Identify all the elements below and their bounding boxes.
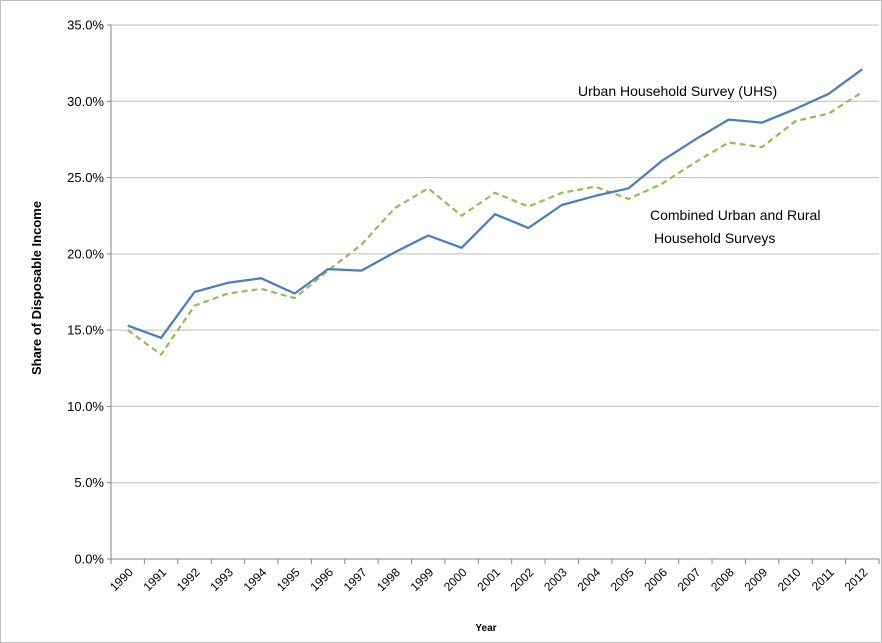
axes: [107, 24, 880, 564]
y-tick-label: 20.0%: [67, 246, 104, 261]
y-tick-label: 35.0%: [67, 18, 104, 33]
annotation-combined-surveys-line-2: Household Surveys: [654, 230, 775, 246]
y-tick-label: 25.0%: [67, 170, 104, 185]
y-axis-title: Share of Disposable Income: [29, 201, 44, 375]
annotation-combined-surveys-line-1: Combined Urban and Rural: [650, 207, 820, 223]
y-tick-label: 5.0%: [74, 475, 104, 490]
series-layer: [127, 68, 863, 356]
gridlines: [111, 24, 879, 484]
y-tick-label: 30.0%: [67, 94, 104, 109]
y-tick-label: 0.0%: [74, 552, 104, 567]
y-axis-tick-labels: 0.0% 5.0% 10.0% 15.0% 20.0% 25.0% 30.0% 35.0%: [67, 18, 104, 567]
series-line-combined-surveys: [127, 91, 863, 356]
series-line-urban-household-survey: [127, 68, 863, 339]
y-tick-label: 15.0%: [67, 323, 104, 338]
x-axis-title: Year: [475, 623, 496, 634]
annotation-urban-household-survey: Urban Household Survey (UHS): [578, 83, 777, 99]
y-tick-label: 10.0%: [67, 399, 104, 414]
